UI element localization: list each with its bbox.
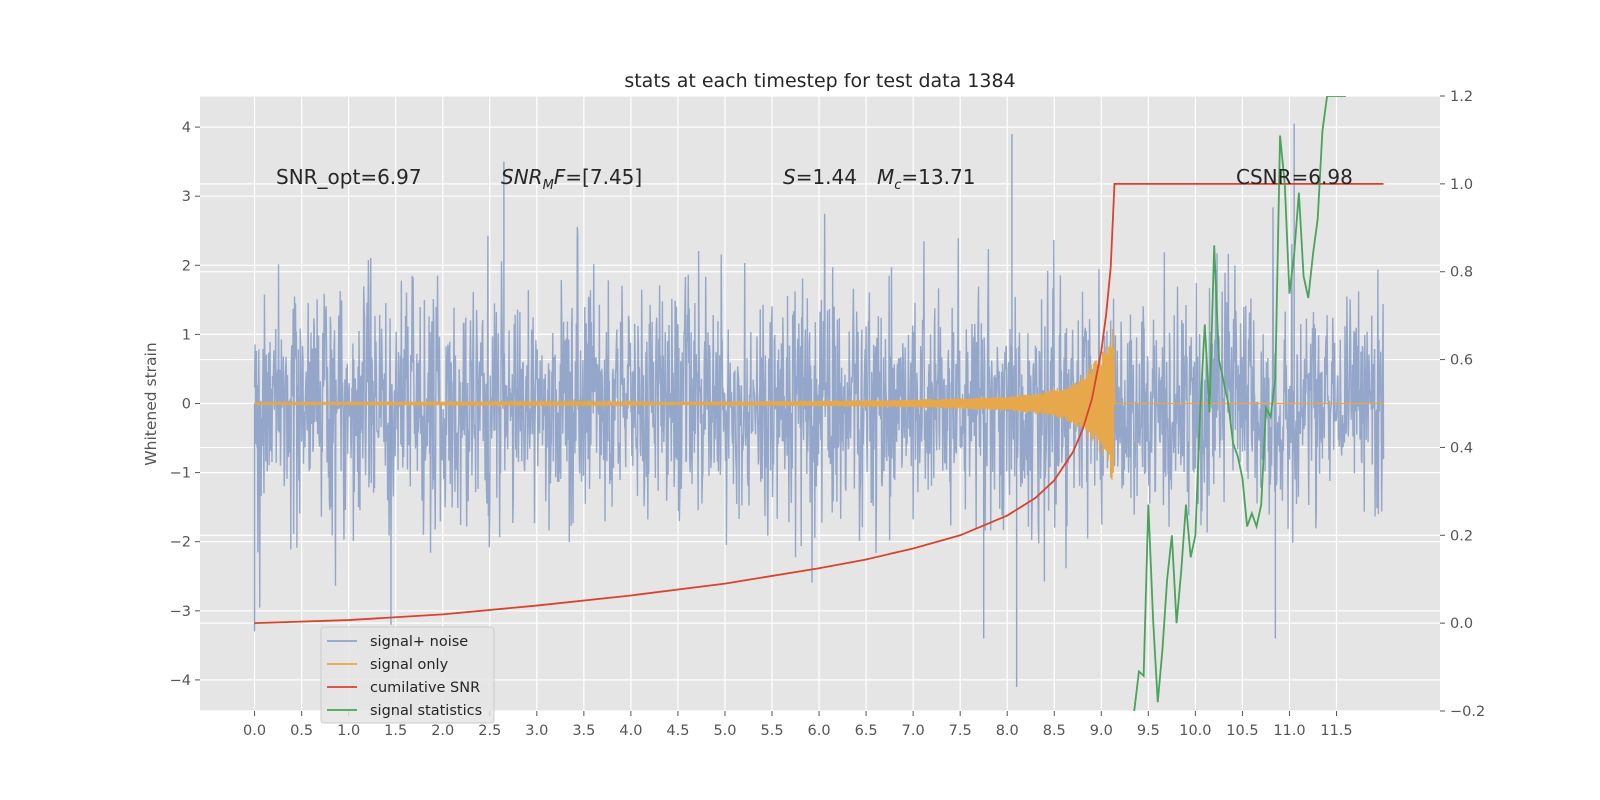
- y-right-tick-label: 0.0: [1450, 616, 1473, 632]
- x-tick-label: 0.0: [243, 723, 266, 739]
- annotation-snr-mf-value: =[7.45]: [565, 165, 642, 189]
- legend-box: [320, 626, 495, 724]
- annotation-snr-opt: SNR_opt=6.97: [276, 165, 422, 189]
- legend-label: signal+ noise: [370, 634, 468, 650]
- series-cumulative-snr: [254, 182, 1384, 625]
- y-right-tick-label: 0.6: [1450, 353, 1473, 369]
- y-tick-label: 3: [182, 189, 191, 205]
- x-tick-label: 6.5: [855, 723, 878, 739]
- y-right-tick-label: 0.2: [1450, 528, 1473, 544]
- y-tick-label: −3: [170, 604, 191, 620]
- y-axis-label: Whitened strain: [142, 342, 160, 465]
- x-tick-label: 7.0: [902, 723, 925, 739]
- legend-label: cumilative SNR: [370, 680, 480, 696]
- svg-text:SNRMF=[7.45]: SNRMF=[7.45]: [501, 165, 642, 193]
- x-tick-label: 2.5: [478, 723, 501, 739]
- svg-text:Mc=13.71: Mc=13.71: [877, 165, 975, 193]
- series-signal-statistics: [1133, 96, 1346, 711]
- legend-label: signal statistics: [370, 703, 482, 719]
- y-right-tick-label: 0.4: [1450, 440, 1473, 456]
- x-tick-label: 3.5: [572, 723, 595, 739]
- y-axis-ticks: 4 3 2 1 0 −1 −2 −3 −4: [170, 120, 200, 689]
- x-tick-label: 0.5: [290, 723, 313, 739]
- y-tick-label: 2: [182, 258, 191, 274]
- y-right-tick-label: 1.2: [1450, 89, 1473, 105]
- x-tick-label: 7.5: [949, 723, 972, 739]
- x-tick-label: 3.0: [525, 723, 548, 739]
- y-tick-label: −4: [170, 673, 191, 689]
- annotation-s-value: =1.44: [796, 165, 857, 189]
- x-tick-label: 1.5: [384, 723, 407, 739]
- annotation-snr-mf: SNRMF=[7.45]: [501, 165, 642, 193]
- legend: signal+ noise signal only cumilative SNR si…: [320, 626, 495, 724]
- x-tick-label: 6.0: [808, 723, 831, 739]
- annotation-csnr: CSNR=6.98: [1236, 165, 1353, 189]
- x-tick-label: 10.0: [1179, 723, 1211, 739]
- y-right-tick-label: −0.2: [1450, 704, 1485, 720]
- x-tick-label: 9.0: [1090, 723, 1113, 739]
- series-signal-plus-noise: [253, 123, 1385, 687]
- x-tick-label: 4.5: [666, 723, 689, 739]
- annotation-mc-value: =13.71: [901, 165, 975, 189]
- chart-title: stats at each timestep for test data 138…: [624, 70, 1015, 92]
- y-tick-label: 4: [182, 120, 191, 136]
- x-tick-label: 1.0: [337, 723, 360, 739]
- signal-plus-noise-line: [253, 207, 1385, 608]
- y-right-axis-ticks: 1.2 1.0 0.8 0.6 0.4 0.2 0.0 −0.2: [1440, 89, 1485, 720]
- cumulative-snr-line: [254, 182, 1384, 625]
- y-tick-label: −1: [170, 466, 191, 482]
- x-tick-label: 4.0: [619, 723, 642, 739]
- x-tick-label: 5.5: [760, 723, 783, 739]
- x-tick-label: 8.0: [996, 723, 1019, 739]
- y-tick-label: 0: [182, 397, 191, 413]
- annotation-mc: Mc=13.71: [877, 165, 975, 193]
- x-tick-label: 5.0: [713, 723, 736, 739]
- series-signal-only: [254, 328, 1384, 480]
- x-tick-label: 11.0: [1273, 723, 1305, 739]
- y-tick-label: −2: [170, 535, 191, 551]
- y-right-tick-label: 0.8: [1450, 265, 1473, 281]
- x-tick-label: 10.5: [1226, 723, 1258, 739]
- y-tick-label: 1: [182, 327, 191, 343]
- signal-statistics-line: [1133, 96, 1346, 711]
- x-axis-ticks: 0.0 0.5 1.0 1.5 2.0 2.5 3.0 3.5 4.0 4.5 5.0 5.5 6.0 6…: [243, 711, 1353, 739]
- svg-text:S=1.44: S=1.44: [783, 165, 857, 189]
- legend-label: signal only: [370, 657, 449, 673]
- y-right-tick-label: 1.0: [1450, 177, 1473, 193]
- x-tick-label: 9.5: [1137, 723, 1160, 739]
- annotation-s: S=1.44: [783, 165, 857, 189]
- x-tick-label: 2.0: [431, 723, 454, 739]
- x-tick-label: 8.5: [1043, 723, 1066, 739]
- x-tick-label: 11.5: [1320, 723, 1352, 739]
- signal-only-line: [254, 328, 1384, 480]
